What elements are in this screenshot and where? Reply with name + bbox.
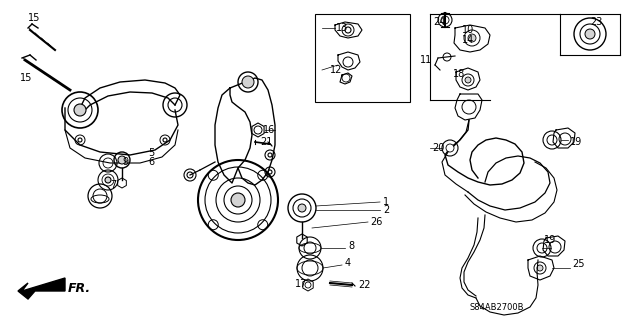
Circle shape — [118, 156, 126, 164]
Text: 19: 19 — [544, 235, 556, 245]
Text: 14: 14 — [462, 35, 474, 45]
Circle shape — [465, 77, 471, 83]
Text: 11: 11 — [420, 55, 432, 65]
Text: 17: 17 — [295, 279, 307, 289]
Text: 20: 20 — [432, 143, 444, 153]
Text: 2: 2 — [383, 205, 389, 215]
Text: 1: 1 — [383, 197, 389, 207]
Text: 19: 19 — [570, 137, 582, 147]
Polygon shape — [303, 279, 313, 291]
Text: 22: 22 — [358, 280, 371, 290]
Circle shape — [446, 144, 454, 152]
Text: 6: 6 — [148, 157, 154, 167]
Text: 15: 15 — [20, 73, 33, 83]
Circle shape — [231, 193, 245, 207]
Polygon shape — [297, 234, 307, 246]
Bar — [315, 14, 410, 102]
Text: S84AB2700B: S84AB2700B — [470, 303, 525, 313]
Circle shape — [462, 74, 474, 86]
Text: 5: 5 — [148, 148, 154, 158]
Circle shape — [534, 262, 546, 274]
Polygon shape — [252, 123, 264, 137]
Text: 4: 4 — [345, 258, 351, 268]
Polygon shape — [118, 178, 126, 188]
Text: 26: 26 — [370, 217, 382, 227]
Circle shape — [105, 177, 111, 183]
Text: 8: 8 — [348, 241, 354, 251]
Text: 7: 7 — [110, 180, 116, 190]
Text: 18: 18 — [453, 69, 465, 79]
Circle shape — [298, 204, 306, 212]
Text: 16: 16 — [263, 125, 275, 135]
Text: 10: 10 — [462, 25, 474, 35]
Circle shape — [547, 135, 557, 145]
Polygon shape — [18, 278, 65, 299]
Text: 23: 23 — [590, 17, 602, 27]
Circle shape — [242, 76, 254, 88]
Text: 9: 9 — [122, 157, 128, 167]
Circle shape — [293, 199, 311, 217]
Circle shape — [537, 243, 547, 253]
Circle shape — [464, 30, 480, 46]
Circle shape — [468, 34, 476, 42]
Text: 15: 15 — [28, 13, 40, 23]
Circle shape — [74, 104, 86, 116]
Text: FR.: FR. — [68, 283, 91, 295]
Text: 21: 21 — [260, 137, 273, 147]
Text: 24: 24 — [433, 17, 445, 27]
Circle shape — [441, 16, 449, 24]
Text: 25: 25 — [572, 259, 584, 269]
Circle shape — [585, 29, 595, 39]
Text: 13: 13 — [336, 23, 348, 33]
Circle shape — [537, 265, 543, 271]
Text: 12: 12 — [330, 65, 342, 75]
